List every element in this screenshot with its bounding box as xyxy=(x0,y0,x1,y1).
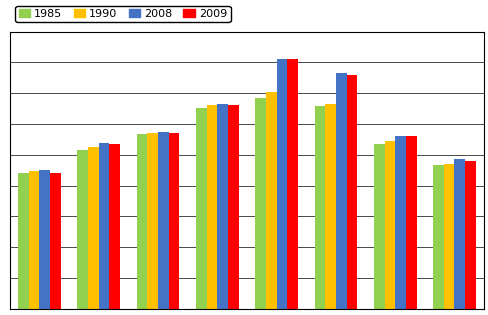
Bar xyxy=(464,161,475,309)
Bar xyxy=(443,163,453,309)
Bar xyxy=(346,75,357,309)
Bar xyxy=(136,134,147,309)
Legend: 1985, 1990, 2008, 2009: 1985, 1990, 2008, 2009 xyxy=(15,6,230,22)
Bar xyxy=(88,147,99,309)
Bar xyxy=(196,108,206,309)
Bar xyxy=(18,173,29,309)
Bar xyxy=(147,133,158,309)
Bar xyxy=(158,132,168,309)
Bar xyxy=(206,106,217,309)
Bar xyxy=(405,136,416,309)
Bar xyxy=(77,150,88,309)
Bar xyxy=(265,92,276,309)
Bar xyxy=(276,59,286,309)
Bar xyxy=(335,73,346,309)
Bar xyxy=(109,144,120,309)
Bar xyxy=(286,59,297,309)
Bar xyxy=(29,171,40,309)
Bar xyxy=(432,165,443,309)
Bar xyxy=(99,143,109,309)
Bar xyxy=(394,136,405,309)
Bar xyxy=(50,173,61,309)
Bar xyxy=(227,106,238,309)
Bar xyxy=(314,106,325,309)
Bar xyxy=(255,98,265,309)
Bar xyxy=(40,170,50,309)
Bar xyxy=(453,159,464,309)
Bar xyxy=(373,144,384,309)
Bar xyxy=(384,141,394,309)
Bar xyxy=(168,133,179,309)
Bar xyxy=(325,104,335,309)
Bar xyxy=(217,105,227,309)
